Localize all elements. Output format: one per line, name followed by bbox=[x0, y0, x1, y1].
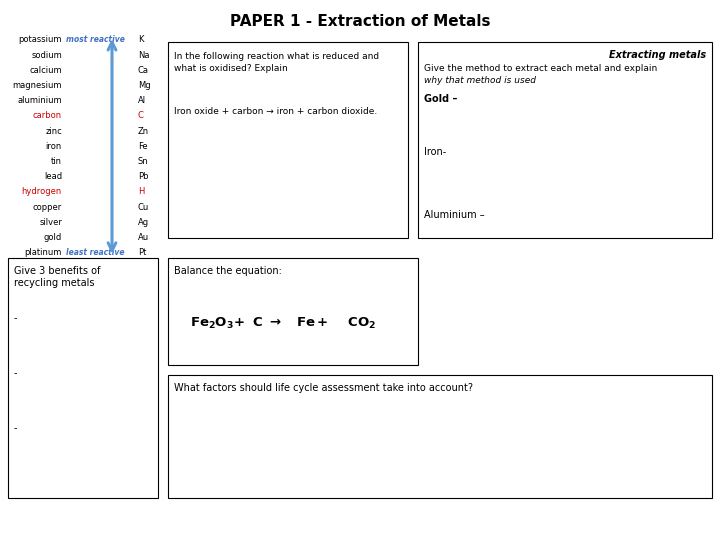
Text: most reactive: most reactive bbox=[66, 36, 125, 44]
Text: silver: silver bbox=[39, 218, 62, 227]
Text: Aluminium –: Aluminium – bbox=[424, 210, 485, 220]
Text: aluminium: aluminium bbox=[17, 96, 62, 105]
Text: magnesium: magnesium bbox=[12, 81, 62, 90]
Text: Zn: Zn bbox=[138, 127, 149, 136]
Text: Na: Na bbox=[138, 51, 150, 60]
Bar bbox=[8, 258, 158, 498]
Text: Gold –: Gold – bbox=[424, 94, 457, 104]
Bar bbox=[168, 42, 408, 238]
Text: zinc: zinc bbox=[45, 127, 62, 136]
Text: Cu: Cu bbox=[138, 202, 149, 212]
Text: Iron oxide + carbon → iron + carbon dioxide.: Iron oxide + carbon → iron + carbon diox… bbox=[174, 107, 377, 116]
Text: recycling metals: recycling metals bbox=[14, 278, 94, 288]
Text: PAPER 1 - Extraction of Metals: PAPER 1 - Extraction of Metals bbox=[230, 14, 490, 29]
Text: least reactive: least reactive bbox=[66, 248, 125, 257]
Bar bbox=[168, 258, 418, 365]
Text: lead: lead bbox=[44, 172, 62, 181]
Text: Iron-: Iron- bbox=[424, 147, 446, 157]
Text: what is oxidised? Explain: what is oxidised? Explain bbox=[174, 64, 288, 73]
Text: -: - bbox=[14, 423, 17, 433]
Text: calcium: calcium bbox=[30, 66, 62, 75]
Bar bbox=[168, 375, 712, 498]
Text: Ca: Ca bbox=[138, 66, 149, 75]
Text: iron: iron bbox=[46, 142, 62, 151]
Text: Pb: Pb bbox=[138, 172, 148, 181]
Text: potassium: potassium bbox=[19, 36, 62, 44]
Text: gold: gold bbox=[44, 233, 62, 242]
Text: Sn: Sn bbox=[138, 157, 148, 166]
Text: platinum: platinum bbox=[24, 248, 62, 257]
Text: Ag: Ag bbox=[138, 218, 149, 227]
Text: carbon: carbon bbox=[33, 111, 62, 120]
Text: copper: copper bbox=[32, 202, 62, 212]
Text: What factors should life cycle assessment take into account?: What factors should life cycle assessmen… bbox=[174, 383, 473, 393]
Text: H: H bbox=[138, 187, 145, 197]
Text: Al: Al bbox=[138, 96, 146, 105]
Text: C: C bbox=[138, 111, 144, 120]
Text: sodium: sodium bbox=[31, 51, 62, 60]
Text: Balance the equation:: Balance the equation: bbox=[174, 266, 282, 276]
Text: Give the method to extract each metal and explain: Give the method to extract each metal an… bbox=[424, 64, 657, 73]
Text: Give 3 benefits of: Give 3 benefits of bbox=[14, 266, 100, 276]
Text: why that method is used: why that method is used bbox=[424, 76, 536, 85]
Text: K: K bbox=[138, 36, 143, 44]
Text: Fe: Fe bbox=[138, 142, 148, 151]
Text: tin: tin bbox=[51, 157, 62, 166]
Text: Pt: Pt bbox=[138, 248, 146, 257]
Text: hydrogen: hydrogen bbox=[22, 187, 62, 197]
Text: Extracting metals: Extracting metals bbox=[609, 50, 706, 60]
Text: In the following reaction what is reduced and: In the following reaction what is reduce… bbox=[174, 52, 379, 61]
Text: -: - bbox=[14, 313, 17, 323]
Bar bbox=[418, 42, 712, 238]
Text: $\mathbf{Fe_2O_3}$$\mathbf{+\ \ C\ \rightarrow\ \ \ Fe+\ \ \ \ CO_2}$: $\mathbf{Fe_2O_3}$$\mathbf{+\ \ C\ \righ… bbox=[190, 315, 377, 330]
Text: Mg: Mg bbox=[138, 81, 150, 90]
Text: -: - bbox=[14, 368, 17, 378]
Text: Au: Au bbox=[138, 233, 149, 242]
